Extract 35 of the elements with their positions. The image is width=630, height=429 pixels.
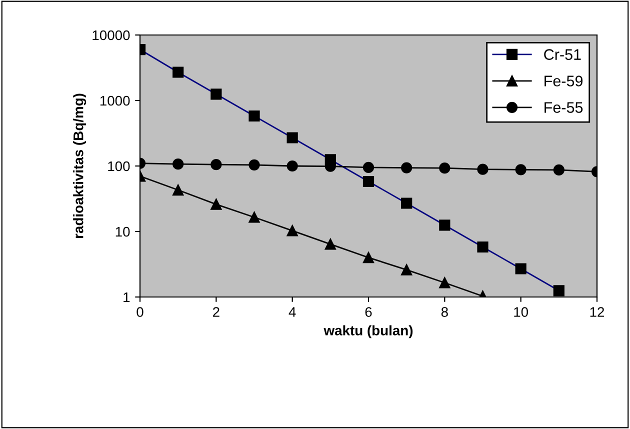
point [477,164,488,175]
legend-label: Fe-59 [544,76,583,86]
y-tick-label: 10 [116,226,130,237]
point [439,277,450,288]
legend-label: Cr-51 [544,49,581,60]
legend-label: Fe-55 [544,102,583,113]
y-tick-label: 10000 [92,30,130,40]
y-tick-label: 100 [108,161,130,172]
point [248,159,260,170]
point [248,212,260,223]
point [286,225,298,236]
x-axis-title: waktu (bulan) [324,325,413,338]
point [286,160,298,172]
point [362,252,374,264]
point [553,164,564,176]
point [324,238,336,250]
x-tick-label: 12 [590,307,604,317]
x-tick-label: 4 [288,307,296,317]
point [401,162,412,174]
x-tick-label: 6 [365,307,372,317]
point [362,162,374,174]
x-tick-label: 0 [136,307,144,317]
point [210,198,222,210]
x-tick-label: 8 [441,307,448,317]
point [210,159,222,170]
x-tick-label: 10 [514,307,528,317]
y-tick-label: 1 [124,292,130,302]
point [172,158,184,170]
y-axis-title: radioaktivitas (Bq/mg) [73,94,86,238]
point [515,164,526,176]
y-tick-label: 1000 [100,96,130,106]
point [439,162,450,174]
point [401,264,412,276]
x-tick-label: 2 [213,307,220,317]
point [172,184,184,196]
